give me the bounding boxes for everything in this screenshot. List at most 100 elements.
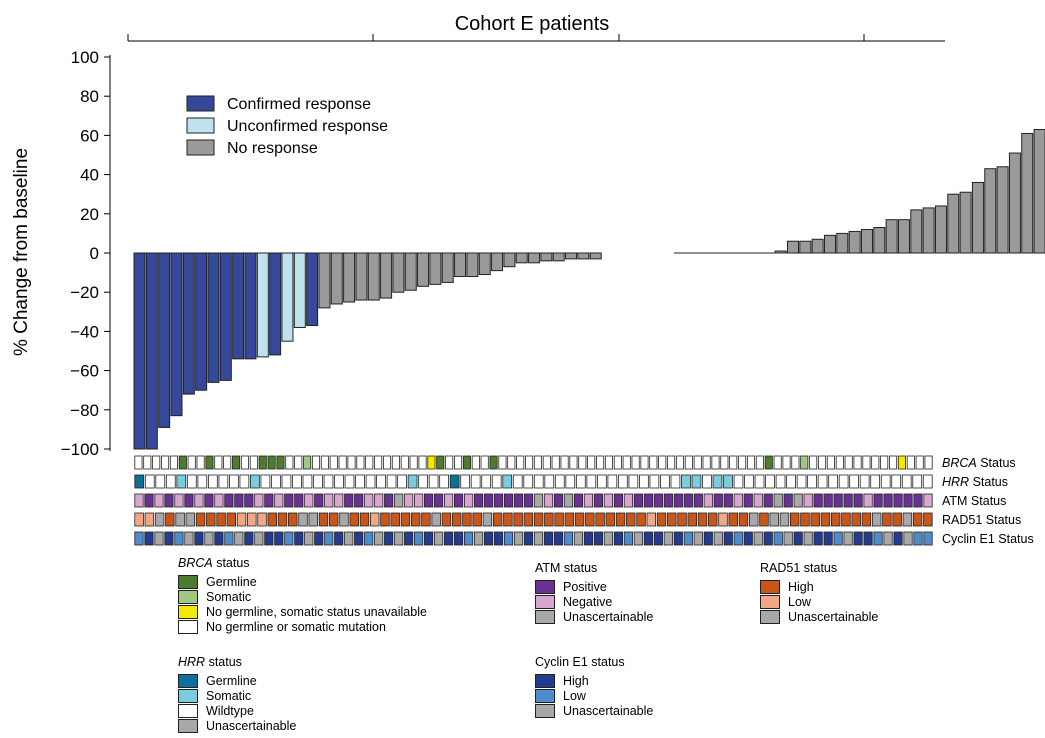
atm-legend-title: ATM status	[535, 561, 653, 575]
atm-legend-swatch	[535, 594, 555, 609]
status-cell-cyclin	[224, 531, 234, 546]
response-legend-label: Unconfirmed response	[227, 118, 388, 135]
status-cell-cyclin	[294, 531, 304, 546]
status-cell-atm	[913, 493, 923, 508]
status-cell-cyclin	[553, 531, 564, 546]
status-cell-rad51	[626, 512, 636, 527]
status-cell-hrr	[386, 474, 397, 489]
status-cell-cyclin	[823, 531, 833, 546]
hrr-legend-swatch	[178, 688, 198, 703]
atm-legend-label: Negative	[563, 594, 613, 609]
status-cell-cyclin	[723, 531, 733, 546]
status-cell-cyclin	[543, 531, 554, 546]
status-cell-atm	[473, 493, 484, 508]
status-cell-hrr	[828, 474, 838, 489]
status-cell-brca	[791, 455, 800, 470]
status-cell-atm	[733, 493, 743, 508]
bar	[355, 252, 368, 301]
status-cell-hrr	[460, 474, 471, 489]
bars-group	[133, 129, 1045, 450]
status-cell-hrr	[134, 474, 145, 489]
status-cell-cyclin	[434, 531, 444, 546]
status-cell-atm	[503, 493, 514, 508]
status-cell-atm	[743, 493, 753, 508]
status-cell-hrr	[428, 474, 439, 489]
status-cell-atm	[154, 493, 164, 508]
y-tick-label: −60	[70, 362, 99, 381]
status-cell-atm	[923, 493, 933, 508]
hrr-legend-item: Somatic	[178, 688, 296, 703]
status-row-label-text: ATM Status	[942, 494, 1006, 508]
bar	[293, 252, 306, 328]
status-cell-hrr	[512, 474, 523, 489]
status-cell-brca	[152, 455, 161, 470]
cyclin-legend-title-text: Cyclin E1 status	[535, 655, 625, 669]
status-cell-hrr	[365, 474, 376, 489]
status-cell-atm	[893, 493, 903, 508]
bar	[885, 219, 898, 254]
bar	[219, 252, 232, 381]
status-cell-atm	[813, 493, 823, 508]
status-cell-hrr	[681, 474, 691, 489]
status-cell-hrr	[786, 474, 796, 489]
status-cell-hrr	[628, 474, 639, 489]
cyclin-legend-swatch	[535, 703, 555, 718]
status-cell-hrr	[292, 474, 302, 489]
status-cell-rad51	[636, 512, 646, 527]
y-tick-label: 0	[90, 244, 99, 263]
status-cell-cyclin	[633, 531, 643, 546]
brca-legend-title-italic: BRCA	[178, 556, 213, 570]
status-cell-cyclin	[623, 531, 633, 546]
status-cell-hrr	[891, 474, 902, 489]
status-cell-cyclin	[344, 531, 354, 546]
status-cell-brca	[143, 455, 152, 470]
status-cell-rad51	[349, 512, 359, 527]
atm-legend-item: Negative	[535, 594, 653, 609]
status-cell-rad51	[605, 512, 616, 527]
status-cell-atm	[404, 493, 414, 508]
status-cell-rad51	[769, 512, 779, 527]
status-cell-brca	[702, 455, 711, 470]
bar	[996, 166, 1009, 254]
status-cell-rad51	[165, 512, 175, 527]
status-cell-hrr	[407, 474, 418, 489]
response-legend: Confirmed response Unconfirmed response No…	[186, 95, 388, 157]
status-cell-hrr	[744, 474, 754, 489]
status-cell-atm	[763, 493, 773, 508]
status-cell-cyclin	[144, 531, 154, 546]
status-cell-hrr	[334, 474, 344, 489]
atm-legend-label: Unascertainable	[563, 609, 654, 624]
status-cell-brca	[906, 455, 915, 470]
cyclin-legend-item: High	[535, 673, 653, 688]
status-cell-cyclin	[154, 531, 164, 546]
status-cell-atm	[304, 493, 314, 508]
status-cell-brca	[462, 455, 471, 470]
status-cell-brca	[587, 455, 596, 470]
bar	[873, 227, 886, 254]
atm-legend-item: Unascertainable	[535, 609, 653, 624]
y-tick-label: 80	[80, 87, 99, 106]
status-cell-atm	[863, 493, 873, 508]
status-cell-atm	[254, 493, 264, 508]
status-cell-brca	[560, 455, 569, 470]
status-cell-brca	[365, 455, 374, 470]
bar	[380, 252, 393, 299]
bar	[232, 252, 245, 360]
status-cell-rad51	[912, 512, 923, 527]
status-cell-rad51	[523, 512, 534, 527]
status-cell-brca	[924, 455, 933, 470]
hrr-legend-label: Wildtype	[206, 703, 254, 718]
status-cell-hrr	[912, 474, 923, 489]
status-cell-brca	[516, 455, 525, 470]
status-cell-rad51	[236, 512, 247, 527]
hrr-legend-label: Germline	[206, 673, 257, 688]
status-cell-cyclin	[923, 531, 933, 546]
status-cell-brca	[897, 455, 906, 470]
status-cell-atm	[174, 493, 184, 508]
status-cell-cyclin	[863, 531, 873, 546]
hrr-legend-swatch	[178, 718, 198, 733]
status-cell-hrr	[765, 474, 775, 489]
status-cell-atm	[384, 493, 394, 508]
status-cell-hrr	[313, 474, 323, 489]
status-cell-hrr	[502, 474, 513, 489]
